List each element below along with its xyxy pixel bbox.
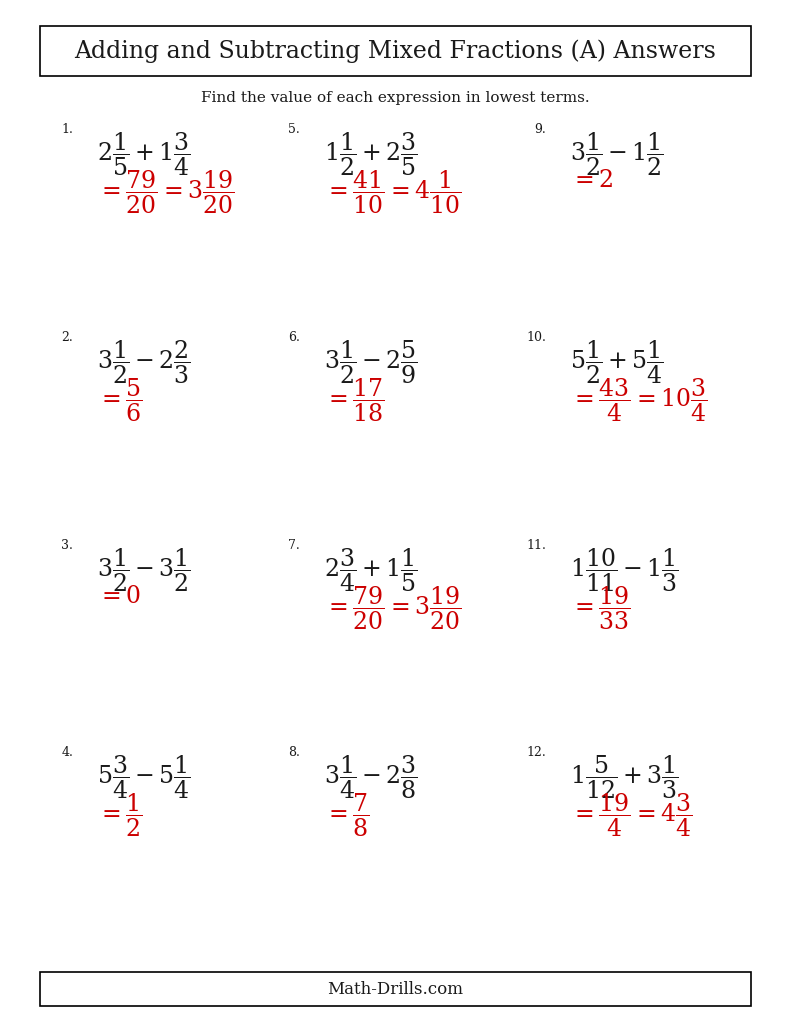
Text: Math-Drills.com: Math-Drills.com (327, 981, 464, 997)
Text: 8.: 8. (288, 746, 300, 759)
FancyBboxPatch shape (40, 26, 751, 76)
Text: 12.: 12. (526, 746, 546, 759)
Text: Adding and Subtracting Mixed Fractions (A) Answers: Adding and Subtracting Mixed Fractions (… (74, 39, 717, 62)
Text: $= \dfrac{43}{4} = 10\dfrac{3}{4}$: $= \dfrac{43}{4} = 10\dfrac{3}{4}$ (570, 377, 708, 424)
Text: $1\dfrac{10}{11} - 1\dfrac{1}{3}$: $1\dfrac{10}{11} - 1\dfrac{1}{3}$ (570, 547, 679, 594)
Text: $3\dfrac{1}{4} - 2\dfrac{3}{8}$: $3\dfrac{1}{4} - 2\dfrac{3}{8}$ (324, 754, 418, 802)
Text: $= \dfrac{79}{20} = 3\dfrac{19}{20}$: $= \dfrac{79}{20} = 3\dfrac{19}{20}$ (324, 585, 462, 633)
Text: 5.: 5. (288, 123, 300, 136)
Text: $= \dfrac{19}{33}$: $= \dfrac{19}{33}$ (570, 585, 630, 633)
Text: $5\dfrac{1}{2} + 5\dfrac{1}{4}$: $5\dfrac{1}{2} + 5\dfrac{1}{4}$ (570, 339, 664, 386)
Text: 11.: 11. (526, 539, 546, 552)
Text: $= 2$: $= 2$ (570, 169, 614, 193)
Text: 6.: 6. (288, 331, 300, 344)
Text: $= \dfrac{79}{20} = 3\dfrac{19}{20}$: $= \dfrac{79}{20} = 3\dfrac{19}{20}$ (97, 169, 235, 216)
FancyBboxPatch shape (40, 972, 751, 1006)
Text: $= \dfrac{17}{18}$: $= \dfrac{17}{18}$ (324, 377, 384, 424)
Text: $= \dfrac{1}{2}$: $= \dfrac{1}{2}$ (97, 792, 143, 840)
Text: $1\dfrac{1}{2} + 2\dfrac{3}{5}$: $1\dfrac{1}{2} + 2\dfrac{3}{5}$ (324, 131, 418, 178)
Text: 2.: 2. (61, 331, 73, 344)
Text: $3\dfrac{1}{2} - 1\dfrac{1}{2}$: $3\dfrac{1}{2} - 1\dfrac{1}{2}$ (570, 131, 664, 178)
Text: 4.: 4. (61, 746, 73, 759)
Text: $= \dfrac{19}{4} = 4\dfrac{3}{4}$: $= \dfrac{19}{4} = 4\dfrac{3}{4}$ (570, 792, 693, 840)
Text: 1.: 1. (61, 123, 73, 136)
Text: $1\dfrac{5}{12} + 3\dfrac{1}{3}$: $1\dfrac{5}{12} + 3\dfrac{1}{3}$ (570, 754, 679, 802)
Text: 3.: 3. (61, 539, 73, 552)
Text: 10.: 10. (526, 331, 546, 344)
Text: 9.: 9. (534, 123, 546, 136)
Text: $= 0$: $= 0$ (97, 585, 141, 608)
Text: $3\dfrac{1}{2} - 2\dfrac{2}{3}$: $3\dfrac{1}{2} - 2\dfrac{2}{3}$ (97, 339, 191, 386)
Text: $2\dfrac{3}{4} + 1\dfrac{1}{5}$: $2\dfrac{3}{4} + 1\dfrac{1}{5}$ (324, 547, 418, 594)
Text: $= \dfrac{41}{10} = 4\dfrac{1}{10}$: $= \dfrac{41}{10} = 4\dfrac{1}{10}$ (324, 169, 462, 216)
Text: Find the value of each expression in lowest terms.: Find the value of each expression in low… (201, 91, 589, 105)
Text: $5\dfrac{3}{4} - 5\dfrac{1}{4}$: $5\dfrac{3}{4} - 5\dfrac{1}{4}$ (97, 754, 191, 802)
Text: $3\dfrac{1}{2} - 2\dfrac{5}{9}$: $3\dfrac{1}{2} - 2\dfrac{5}{9}$ (324, 339, 418, 386)
Text: $= \dfrac{5}{6}$: $= \dfrac{5}{6}$ (97, 377, 143, 424)
Text: 7.: 7. (288, 539, 300, 552)
Text: $= \dfrac{7}{8}$: $= \dfrac{7}{8}$ (324, 792, 369, 840)
Text: $2\dfrac{1}{5} + 1\dfrac{3}{4}$: $2\dfrac{1}{5} + 1\dfrac{3}{4}$ (97, 131, 191, 178)
Text: $3\dfrac{1}{2} - 3\dfrac{1}{2}$: $3\dfrac{1}{2} - 3\dfrac{1}{2}$ (97, 547, 191, 594)
